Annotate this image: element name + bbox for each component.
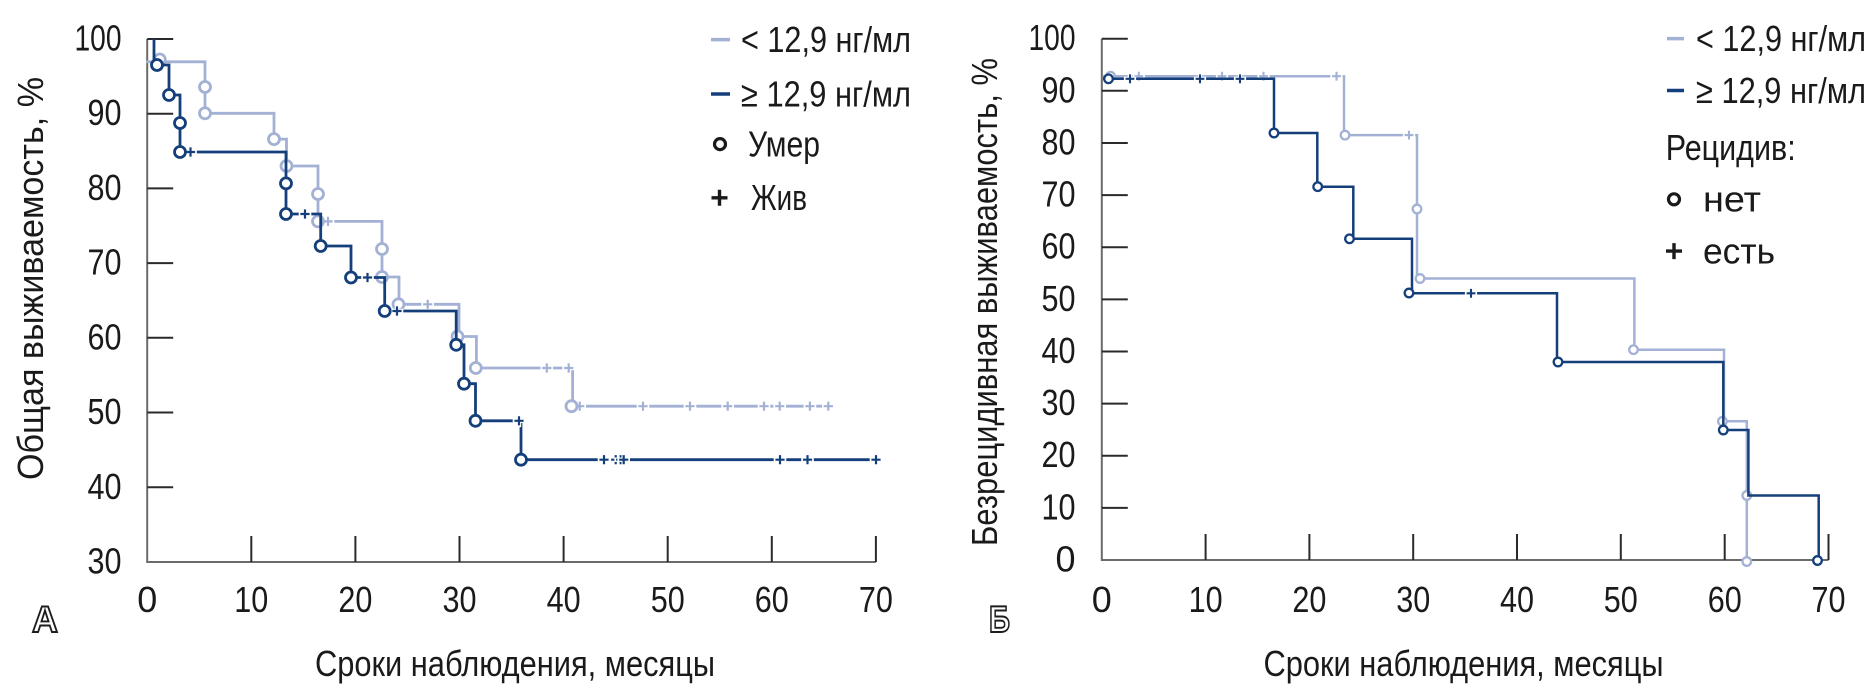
svg-text:70: 70 xyxy=(859,579,893,620)
svg-text:Жив: Жив xyxy=(751,177,807,218)
svg-text:А: А xyxy=(32,599,58,640)
svg-text:40: 40 xyxy=(1500,579,1534,620)
svg-text:100: 100 xyxy=(75,18,122,59)
svg-text:Сроки наблюдения, месяцы: Сроки наблюдения, месяцы xyxy=(315,643,715,684)
svg-text:30: 30 xyxy=(88,541,122,582)
svg-text:50: 50 xyxy=(651,579,685,620)
svg-text:70: 70 xyxy=(1812,579,1846,620)
svg-text:70: 70 xyxy=(88,242,122,283)
svg-text:50: 50 xyxy=(1042,278,1076,319)
svg-text:40: 40 xyxy=(1042,330,1076,371)
svg-text:60: 60 xyxy=(1708,579,1742,620)
svg-text:Общая выживаемость, %: Общая выживаемость, % xyxy=(10,77,51,480)
svg-text:< 12,9 нг/мл: < 12,9 нг/мл xyxy=(1696,18,1865,59)
svg-text:50: 50 xyxy=(1604,579,1638,620)
svg-text:30: 30 xyxy=(1042,382,1076,423)
svg-text:20: 20 xyxy=(338,579,372,620)
svg-text:Сроки наблюдения, месяцы: Сроки наблюдения, месяцы xyxy=(1264,643,1664,684)
svg-text:0: 0 xyxy=(1056,539,1076,580)
svg-text:Рецидив:: Рецидив: xyxy=(1666,127,1796,168)
svg-text:≥ 12,9 нг/мл: ≥ 12,9 нг/мл xyxy=(741,74,911,115)
svg-text:60: 60 xyxy=(88,316,122,357)
svg-text:20: 20 xyxy=(1292,579,1326,620)
svg-text:60: 60 xyxy=(1042,226,1076,267)
svg-text:80: 80 xyxy=(1042,122,1076,163)
svg-text:60: 60 xyxy=(755,579,789,620)
svg-text:30: 30 xyxy=(1396,579,1430,620)
svg-text:30: 30 xyxy=(443,579,477,620)
svg-text:нет: нет xyxy=(1703,179,1761,220)
svg-text:70: 70 xyxy=(1042,174,1076,215)
svg-text:40: 40 xyxy=(88,466,122,507)
svg-text:10: 10 xyxy=(234,579,268,620)
svg-text:Умер: Умер xyxy=(748,124,820,165)
svg-text:100: 100 xyxy=(1029,17,1076,58)
svg-text:10: 10 xyxy=(1189,579,1223,620)
svg-text:Безрецидивная выживаемость, %: Безрецидивная выживаемость, % xyxy=(964,58,1005,546)
svg-text:< 12,9 нг/мл: < 12,9 нг/мл xyxy=(741,19,911,60)
svg-text:20: 20 xyxy=(1042,434,1076,475)
svg-text:0: 0 xyxy=(137,579,157,620)
svg-text:≥ 12,9 нг/мл: ≥ 12,9 нг/мл xyxy=(1696,70,1865,111)
svg-text:80: 80 xyxy=(88,167,122,208)
svg-text:40: 40 xyxy=(547,579,581,620)
svg-text:10: 10 xyxy=(1042,486,1076,527)
svg-text:90: 90 xyxy=(1042,69,1076,110)
svg-text:Б: Б xyxy=(989,599,1010,640)
svg-text:50: 50 xyxy=(88,391,122,432)
svg-text:0: 0 xyxy=(1092,579,1112,620)
svg-text:есть: есть xyxy=(1703,231,1775,272)
svg-text:90: 90 xyxy=(88,92,122,133)
